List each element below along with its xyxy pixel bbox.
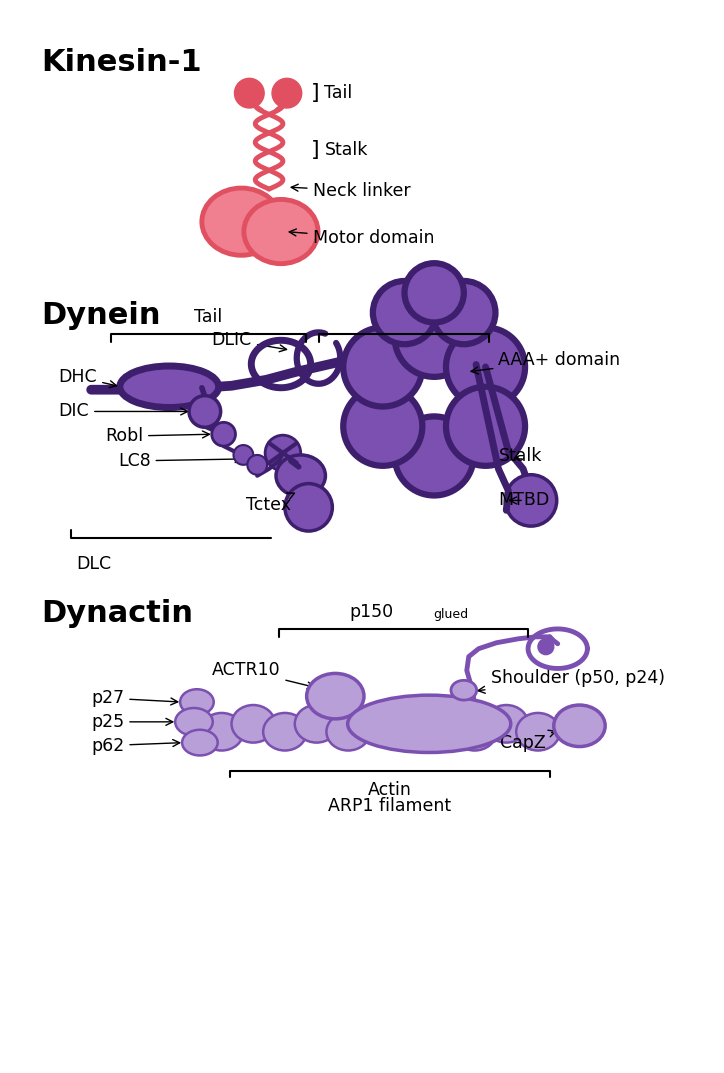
Text: ]: ]	[311, 139, 319, 160]
Ellipse shape	[119, 366, 219, 408]
Text: ACTR10: ACTR10	[211, 661, 314, 689]
Text: Kinesin-1: Kinesin-1	[42, 47, 202, 76]
Text: Stalk: Stalk	[498, 447, 542, 465]
Ellipse shape	[516, 712, 560, 750]
Ellipse shape	[202, 188, 281, 255]
Circle shape	[265, 436, 300, 471]
Text: Neck linker: Neck linker	[291, 182, 411, 200]
Text: p27: p27	[91, 689, 178, 707]
Ellipse shape	[232, 705, 275, 743]
Text: Tail: Tail	[324, 84, 353, 102]
Ellipse shape	[182, 730, 218, 755]
Text: DHC: DHC	[59, 368, 117, 387]
Text: DIC: DIC	[59, 402, 188, 421]
Text: ARP1 filament: ARP1 filament	[328, 797, 451, 815]
Circle shape	[395, 298, 473, 377]
Circle shape	[446, 327, 525, 407]
Circle shape	[538, 638, 554, 655]
Circle shape	[432, 281, 495, 344]
Ellipse shape	[200, 712, 243, 750]
Circle shape	[343, 386, 422, 466]
Circle shape	[373, 281, 436, 344]
Text: Robl: Robl	[105, 427, 209, 445]
Ellipse shape	[327, 712, 370, 750]
Ellipse shape	[180, 689, 214, 715]
Ellipse shape	[307, 674, 364, 719]
Text: Motor: Motor	[378, 308, 429, 326]
Ellipse shape	[390, 712, 433, 750]
Text: p150: p150	[350, 603, 394, 621]
Text: LC8: LC8	[118, 452, 242, 470]
Text: glued: glued	[433, 608, 468, 621]
Ellipse shape	[276, 455, 325, 497]
Circle shape	[446, 386, 525, 466]
Ellipse shape	[175, 708, 213, 736]
Text: Stalk: Stalk	[324, 141, 368, 159]
Ellipse shape	[244, 200, 318, 264]
Circle shape	[189, 396, 221, 427]
Text: DLIC: DLIC	[211, 332, 287, 352]
Ellipse shape	[348, 695, 510, 752]
Text: MTBD: MTBD	[498, 491, 550, 510]
Ellipse shape	[263, 712, 307, 750]
Ellipse shape	[421, 705, 465, 743]
Circle shape	[234, 445, 253, 465]
Text: DLC: DLC	[76, 555, 111, 573]
Ellipse shape	[554, 705, 605, 747]
Text: Dynactin: Dynactin	[42, 599, 194, 629]
Text: Actin: Actin	[368, 781, 412, 799]
Ellipse shape	[451, 680, 476, 700]
Ellipse shape	[358, 705, 402, 743]
Circle shape	[505, 474, 557, 526]
Circle shape	[395, 416, 473, 496]
Text: Motor domain: Motor domain	[289, 229, 434, 248]
Circle shape	[343, 327, 422, 407]
Text: CapZ: CapZ	[500, 731, 555, 751]
Circle shape	[235, 78, 264, 108]
Circle shape	[211, 423, 235, 446]
Text: Tctex: Tctex	[246, 493, 295, 514]
Ellipse shape	[295, 705, 338, 743]
Ellipse shape	[484, 705, 528, 743]
Circle shape	[272, 78, 302, 108]
Text: AAA+ domain: AAA+ domain	[471, 351, 620, 373]
Text: p62: p62	[91, 736, 180, 754]
Text: Tail: Tail	[194, 308, 222, 326]
Circle shape	[248, 455, 267, 474]
Text: p25: p25	[91, 712, 173, 731]
Circle shape	[285, 484, 332, 531]
Text: Shoulder (p50, p24): Shoulder (p50, p24)	[478, 670, 665, 693]
Text: Dynein: Dynein	[42, 300, 161, 329]
Circle shape	[405, 263, 464, 323]
Text: ]: ]	[311, 84, 319, 103]
Ellipse shape	[453, 712, 497, 750]
